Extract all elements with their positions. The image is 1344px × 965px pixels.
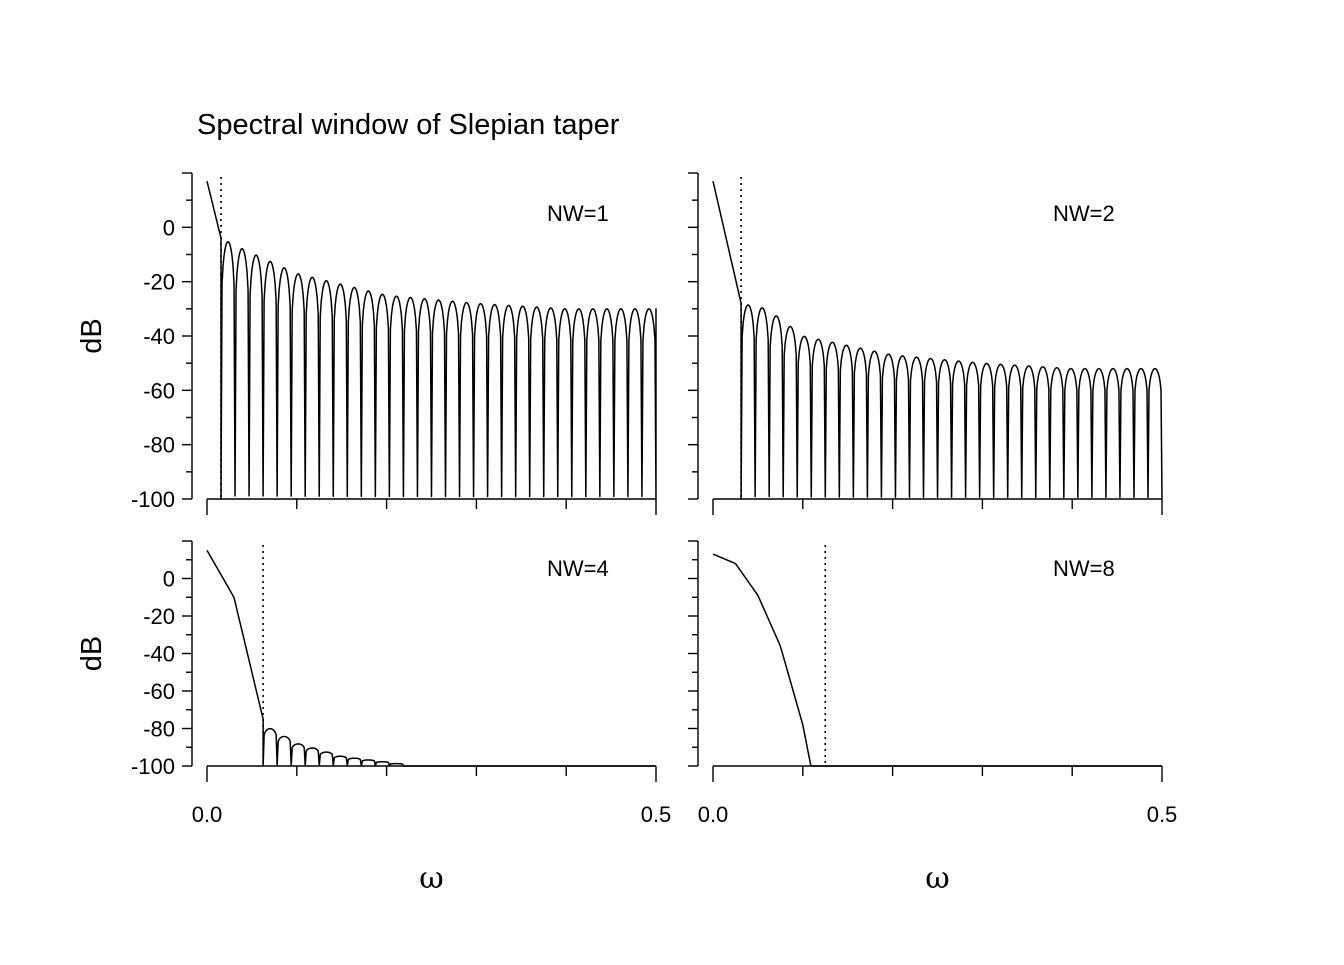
y-axis-title: dB	[76, 318, 108, 353]
y-tick-label: -40	[143, 324, 175, 349]
panel-label: NW=4	[547, 556, 609, 581]
y-tick-label: 0	[163, 567, 175, 592]
y-tick-label: -20	[143, 270, 175, 295]
spectral-window-line-1	[206, 180, 657, 500]
y-tick-label: -80	[143, 433, 175, 458]
spectral-window-line-3	[206, 550, 656, 767]
x-tick-label: 0.5	[641, 802, 672, 827]
panel-label: NW=1	[547, 201, 609, 226]
spectral-window-line-2	[712, 180, 1163, 500]
y-tick-label: -100	[131, 487, 175, 512]
spectral-window-line-4	[712, 553, 1162, 767]
x-tick-label: 0.0	[192, 802, 223, 827]
y-tick-label: 0	[163, 215, 175, 240]
panel-label: NW=8	[1053, 556, 1115, 581]
y-tick-label: -100	[131, 754, 175, 779]
y-tick-label: -60	[143, 378, 175, 403]
chart-title: Spectral window of Slepian taper	[197, 109, 620, 141]
x-tick-label: 0.5	[1147, 802, 1178, 827]
y-tick-label: -20	[143, 604, 175, 629]
y-tick-label: -40	[143, 642, 175, 667]
y-axis-title: dB	[76, 636, 108, 671]
panel-label: NW=2	[1053, 201, 1115, 226]
y-tick-label: -60	[143, 679, 175, 704]
x-axis-title: ω	[419, 861, 443, 896]
x-tick-label: 0.0	[698, 802, 729, 827]
x-axis-title: ω	[925, 861, 949, 896]
y-tick-label: -80	[143, 717, 175, 742]
